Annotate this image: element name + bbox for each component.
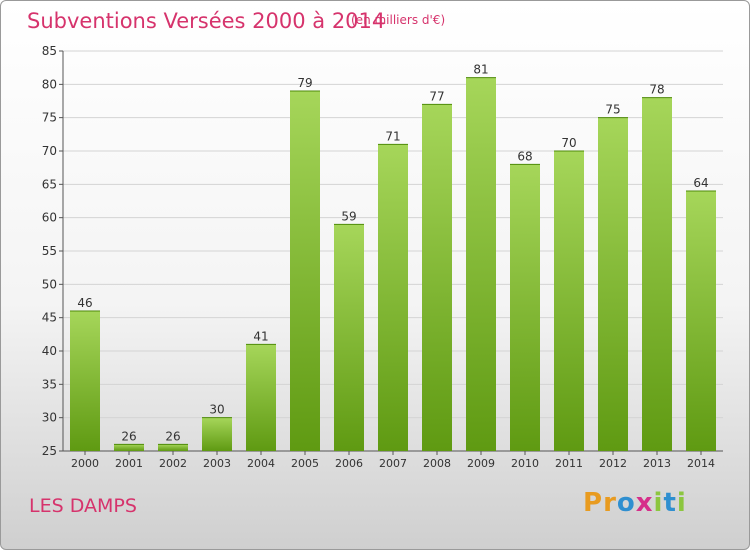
y-tick-label: 30: [42, 411, 57, 425]
y-tick-label: 65: [42, 177, 57, 191]
x-tick-label: 2002: [159, 457, 187, 470]
bar-value-label: 68: [517, 149, 532, 163]
bar-value-label: 81: [473, 63, 488, 77]
bar: [642, 97, 672, 452]
y-tick-label: 25: [42, 444, 57, 458]
bar-value-label: 79: [297, 76, 312, 90]
x-tick-label: 2001: [115, 457, 143, 470]
logo-letter: x: [635, 488, 654, 518]
bar-value-label: 77: [429, 89, 444, 103]
bar: [202, 417, 232, 451]
bar-value-label: 26: [165, 429, 180, 443]
chart-title: Subventions Versées 2000 à 2014: [27, 9, 386, 33]
x-tick-label: 2000: [71, 457, 99, 470]
bar: [686, 191, 716, 451]
logo-letter: i: [653, 488, 664, 518]
logo-letter: r: [603, 488, 617, 518]
y-tick-label: 75: [42, 111, 57, 125]
x-tick-label: 2006: [335, 457, 363, 470]
bar-value-label: 78: [649, 83, 664, 97]
y-tick-label: 55: [42, 244, 57, 258]
x-tick-label: 2010: [511, 457, 539, 470]
bar-value-label: 70: [561, 136, 576, 150]
bar-value-label: 64: [693, 176, 708, 190]
logo-letter: P: [583, 488, 604, 518]
bar: [466, 77, 496, 452]
bar: [158, 444, 188, 451]
y-tick-label: 60: [42, 211, 57, 225]
bars: [70, 77, 716, 452]
tick-labels: 25 30 35 40 45 50 55 60 65 70 75 80 85 2000 2001 2002 20…: [42, 44, 715, 470]
x-tick-label: 2007: [379, 457, 407, 470]
x-tick-label: 2003: [203, 457, 231, 470]
bar-value-label: 30: [209, 403, 224, 417]
logo-letter: i: [676, 488, 687, 518]
bar: [598, 117, 628, 452]
bar-value-label: 26: [121, 429, 136, 443]
chart-subtitle: (en milliers d'€): [351, 13, 446, 27]
bar-value-label: 59: [341, 209, 356, 223]
bar-value-label: 71: [385, 129, 400, 143]
y-tick-label: 50: [42, 277, 57, 291]
bar-value-label: 75: [605, 103, 620, 117]
logo-letter: t: [663, 488, 677, 518]
x-tick-label: 2005: [291, 457, 319, 470]
bar: [510, 164, 540, 452]
y-tick-label: 40: [42, 344, 57, 358]
x-tick-label: 2008: [423, 457, 451, 470]
x-tick-label: 2011: [555, 457, 583, 470]
x-tick-label: 2009: [467, 457, 495, 470]
bar: [70, 311, 100, 451]
x-tick-label: 2004: [247, 457, 275, 470]
y-tick-label: 35: [42, 377, 57, 391]
bar: [290, 91, 320, 451]
bar-value-label: 46: [77, 296, 92, 310]
commune-name: LES DAMPS: [29, 495, 137, 517]
bar: [554, 151, 584, 451]
y-tick-label: 45: [42, 311, 57, 325]
bar-value-label: 41: [253, 329, 268, 343]
x-tick-label: 2013: [643, 457, 671, 470]
x-tick-label: 2014: [687, 457, 715, 470]
bar: [422, 104, 452, 451]
logo-letter: o: [616, 488, 636, 518]
bar: [378, 144, 408, 452]
y-tick-label: 70: [42, 144, 57, 158]
x-tick-label: 2012: [599, 457, 627, 470]
y-tick-label: 85: [42, 44, 57, 58]
bar: [334, 224, 364, 451]
bar: [246, 344, 276, 451]
value-labels: 46 26 26 30 41 79 59 71 77 81 68 70 75 78 64: [77, 63, 708, 444]
y-tick-label: 80: [42, 77, 57, 91]
bar: [114, 444, 144, 451]
proxiti-logo[interactable]: Proxiti: [583, 488, 687, 518]
